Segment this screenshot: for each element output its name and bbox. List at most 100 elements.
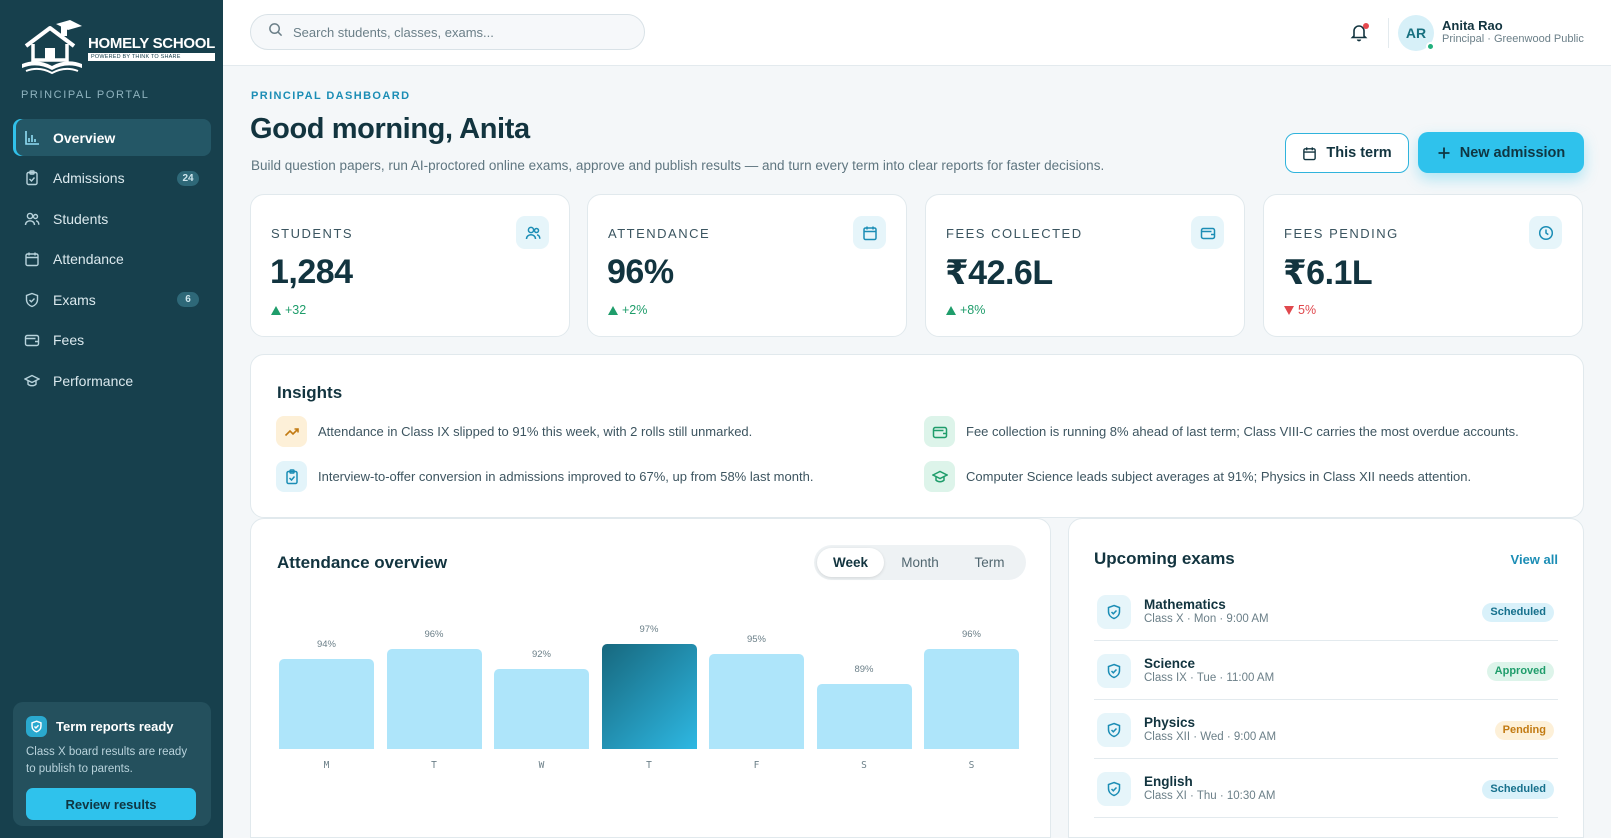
view-all-link[interactable]: View all (1510, 552, 1558, 567)
exam-row[interactable]: English Class XI · Thu · 10:30 AM Schedu… (1094, 759, 1558, 818)
avatar-initials: AR (1405, 25, 1427, 41)
user-name[interactable]: Anita Rao (1442, 18, 1503, 33)
trending-icon (276, 416, 307, 447)
attendance-overview-title: Attendance overview (277, 553, 448, 572)
exam-row[interactable]: Science Class IX · Tue · 11:00 AM Approv… (1094, 641, 1558, 700)
graduation-cap-icon (24, 373, 40, 389)
status-badge: Scheduled (1482, 603, 1554, 622)
shield-check-icon (1097, 595, 1131, 629)
notifications-bell-icon[interactable] (1349, 22, 1369, 42)
avatar[interactable]: AR (1398, 15, 1435, 51)
plus-icon (1437, 146, 1451, 160)
upcoming-exams-panel: Upcoming exams View all Mathematics Clas… (1068, 518, 1584, 838)
portal-label: PRINCIPAL PORTAL (21, 89, 150, 101)
bar-value-label: 95% (746, 634, 766, 645)
exam-name: Physics (1144, 715, 1196, 730)
stat-card-attendance[interactable]: ATTENDANCE 96% +2% (587, 194, 907, 337)
school-house-logo-icon (22, 20, 82, 75)
sidebar-item-performance[interactable]: Performance (13, 363, 211, 400)
stat-delta: 5% (1284, 303, 1316, 317)
tab-week[interactable]: Week (817, 548, 884, 577)
sidebar-item-label: Overview (53, 129, 116, 146)
sidebar-item-fees[interactable]: Fees (13, 322, 211, 359)
insights-title: Insights (277, 383, 343, 402)
shield-check-icon (1097, 713, 1131, 747)
bar-value-label: 97% (639, 624, 659, 635)
stat-card-fees-collected[interactable]: FEES COLLECTED ₹42.6L +8% (925, 194, 1245, 337)
attendance-bar[interactable] (386, 649, 482, 749)
bar-category-label: T (431, 760, 437, 771)
bar-value-label: 89% (854, 664, 874, 675)
stat-value: ₹42.6L (945, 254, 1053, 292)
this-term-button[interactable]: This term (1285, 133, 1409, 173)
user-role: Principal · Greenwood Public (1442, 33, 1584, 45)
exam-meta: Class IX · Tue · 11:00 AM (1144, 672, 1275, 684)
status-badge: Scheduled (1482, 780, 1554, 799)
search-bar[interactable] (250, 14, 645, 50)
insight-text: Fee collection is running 8% ahead of la… (966, 424, 1519, 439)
stat-card-fees-pending[interactable]: FEES PENDING ₹6.1L 5% (1263, 194, 1583, 337)
stat-card-students[interactable]: STUDENTS 1,284 +32 (250, 194, 570, 337)
wallet-icon (24, 332, 40, 348)
exam-row[interactable]: Mathematics Class X · Mon · 9:00 AM Sche… (1094, 582, 1558, 641)
promo-text: Class X board results are ready to publi… (26, 746, 188, 775)
stat-label: ATTENDANCE (608, 226, 711, 241)
review-results-button[interactable]: Review results (26, 788, 196, 820)
upcoming-exams-title: Upcoming exams (1094, 549, 1235, 568)
bar-value-label: 92% (531, 649, 551, 660)
page-kicker: PRINCIPAL DASHBOARD (251, 90, 411, 102)
stat-label: FEES COLLECTED (946, 226, 1083, 241)
admissions-count-badge: 24 (177, 170, 199, 186)
brand-tagline: POWERED BY THINK TO SHARE (88, 53, 215, 61)
insight-item: Interview-to-offer conversion in admissi… (276, 461, 813, 492)
trend-up-icon (608, 305, 618, 315)
sidebar-nav: Overview Admissions 24 Students Attendan… (13, 119, 211, 403)
exam-meta: Class XI · Thu · 10:30 AM (1144, 790, 1276, 802)
shield-check-icon (1097, 654, 1131, 688)
sidebar-item-exams[interactable]: Exams 6 (13, 281, 211, 318)
sidebar-item-overview[interactable]: Overview (13, 119, 211, 156)
promo-title: Term reports ready (56, 719, 174, 734)
tab-month[interactable]: Month (901, 555, 939, 570)
bar-category-label: W (538, 760, 545, 771)
stat-delta-value: 5% (1298, 303, 1317, 317)
attendance-bar-chart: 94% M 96% T 92% W 97% T 95% F 89% S 96% S (279, 599, 1024, 779)
search-icon (268, 22, 283, 42)
sidebar-item-students[interactable]: Students (13, 200, 211, 237)
exam-row[interactable]: Physics Class XII · Wed · 9:00 AM Pendin… (1094, 700, 1558, 759)
attendance-bar[interactable] (601, 644, 697, 749)
bar-chart-icon (24, 130, 40, 146)
logo[interactable]: HOMELY SCHOOL POWERED BY THINK TO SHARE (20, 20, 215, 76)
attendance-bar[interactable] (279, 659, 374, 749)
sidebar-item-label: Exams (53, 291, 96, 308)
sidebar-item-admissions[interactable]: Admissions 24 (13, 160, 211, 197)
attendance-bar[interactable] (924, 649, 1019, 749)
page-subtitle: Build question papers, run AI-proctored … (251, 158, 1105, 173)
attendance-bar[interactable] (494, 669, 589, 749)
sidebar: HOMELY SCHOOL POWERED BY THINK TO SHARE … (0, 0, 223, 838)
exam-name: English (1144, 774, 1193, 789)
attendance-bar[interactable] (816, 684, 912, 749)
insights-panel: Insights Attendance in Class IX slipped … (250, 354, 1584, 518)
attendance-bar[interactable] (709, 654, 804, 749)
bar-value-label: 94% (316, 639, 336, 650)
clipboard-check-icon (24, 170, 40, 186)
exams-count-badge: 6 (177, 292, 199, 308)
trend-down-icon (1284, 305, 1294, 315)
clipboard-check-icon (276, 461, 307, 492)
attendance-overview-panel: Attendance overview Week Month Term 94% M… (250, 518, 1051, 838)
stat-label: STUDENTS (271, 226, 354, 241)
trend-up-icon (271, 305, 281, 315)
new-admission-button[interactable]: New admission (1418, 132, 1584, 173)
new-admission-label: New admission (1459, 144, 1566, 161)
users-icon (516, 216, 549, 249)
sidebar-item-attendance[interactable]: Attendance (13, 241, 211, 278)
stat-label: FEES PENDING (1284, 226, 1399, 241)
search-input[interactable] (293, 24, 623, 40)
page-title: Good morning, Anita (250, 113, 530, 145)
insight-text: Attendance in Class IX slipped to 91% th… (318, 424, 753, 439)
exam-meta: Class X · Mon · 9:00 AM (1144, 613, 1269, 625)
bar-value-label: 96% (961, 629, 981, 640)
tab-term[interactable]: Term (974, 555, 1005, 570)
stat-value: ₹6.1L (1283, 254, 1373, 292)
